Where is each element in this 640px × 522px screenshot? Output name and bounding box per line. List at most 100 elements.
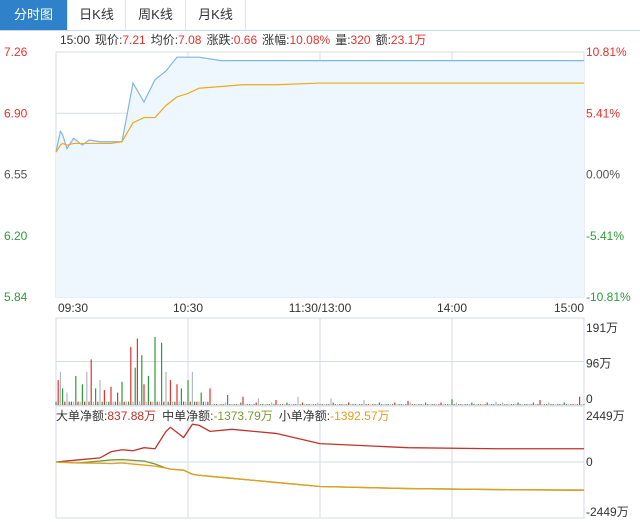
time-tick: 15:00 [554,301,584,315]
volume-bar [202,401,204,405]
volume-bar [194,401,196,405]
volume-bar [442,404,444,405]
volume-bar [235,404,237,405]
price-y-tick: 6.90 [4,106,28,120]
volume-bar [561,404,563,405]
volume-bar [502,402,504,405]
info-value: 7.21 [122,33,146,47]
volume-bar [381,404,383,405]
volume-bar [73,401,75,405]
volume-bar [350,404,352,405]
volume-bar [207,401,209,405]
volume-bar [570,404,572,405]
info-value: 23.1万 [391,33,426,47]
volume-bar [363,400,365,405]
volume-bar [539,400,541,405]
flow-legend: 大单净额:837.88万 中单净额:-1373.79万 小单净额:-1392.57万 [56,408,390,423]
flow-legend-value: -1392.57万 [330,409,389,423]
volume-bar [213,404,215,405]
volume-bar [554,404,556,405]
info-label: 涨跌: [206,32,233,47]
volume-bar [231,404,233,405]
volume-bar [101,401,103,405]
info-label: 现价: [95,33,122,47]
volume-bar [398,404,400,405]
volume-bar [150,401,152,405]
volume-bar [326,404,328,405]
volume-bar [108,401,110,405]
volume-bar [420,404,422,405]
volume-bar [253,404,255,405]
volume-bar [176,384,178,405]
volume-bar [451,399,453,405]
volume-bar [548,402,550,405]
volume-bar [323,404,325,405]
volume-bar [156,401,158,405]
volume-bar [422,404,424,405]
volume-bar [317,402,319,405]
volume-bar [513,404,515,405]
volume-bar [66,392,68,405]
volume-bar [455,402,457,405]
volume-bar [216,404,218,405]
volume-bar [471,402,473,405]
volume-bar [543,404,545,405]
volume-bar [196,401,198,405]
flow-panel: 2449万 0 -2449万 大单净额:837.88万 中单净额:-1373.79万 小单… [55,405,629,519]
volume-bar [288,404,290,405]
volume-bar [427,404,429,405]
tab-intraday[interactable]: 分时图 [0,0,68,30]
volume-bar [504,404,506,405]
volume-bar [77,401,79,405]
volume-bar [365,404,367,405]
volume-bar [189,401,191,405]
volume-bar [229,404,231,405]
volume-bar [187,380,189,405]
volume-bar [130,346,132,405]
volume-bar [565,404,567,405]
volume-bar [458,404,460,405]
volume-bar [273,404,275,405]
pct-y-tick: -10.81% [586,290,631,304]
time-tick: 10:30 [173,301,203,315]
tab-weekly-k[interactable]: 周K线 [126,0,186,30]
volume-bar [541,404,543,405]
volume-bar [356,404,358,405]
volume-bar [251,404,253,405]
volume-bar [282,404,284,405]
volume-bar [328,404,330,405]
volume-bar [493,404,495,405]
volume-bar [515,404,517,405]
volume-bar [233,404,235,405]
volume-bar [286,402,288,405]
volume-bar [315,404,317,405]
volume-bar [495,401,497,405]
volume-bar [550,404,552,405]
volume-bar [86,371,88,405]
volume-bar [367,404,369,405]
volume-bar [246,404,248,405]
volume-bar [224,402,226,405]
flow-legend-label: 大单净额: [56,409,107,423]
time-tick: 11:30/13:00 [289,301,352,315]
volume-bar [132,401,134,405]
volume-bar [508,404,510,405]
tab-daily-k[interactable]: 日K线 [68,0,126,30]
volume-bar [81,384,83,405]
volume-bar [119,401,121,405]
volume-bar [84,401,86,405]
tab-monthly-k[interactable]: 月K线 [186,0,246,30]
volume-bar [139,401,141,405]
info-label: 均价: [151,33,178,47]
flow-legend-value: 837.88万 [107,409,156,423]
volume-bar [359,404,361,405]
volume-bar [198,401,200,405]
volume-bar [579,396,581,405]
volume-bar [143,384,145,405]
volume-bar [517,402,519,405]
volume-bar [112,401,114,405]
volume-bar [546,404,548,405]
volume-bar [411,404,413,405]
volume-bar [447,404,449,405]
volume-bar [418,404,420,405]
